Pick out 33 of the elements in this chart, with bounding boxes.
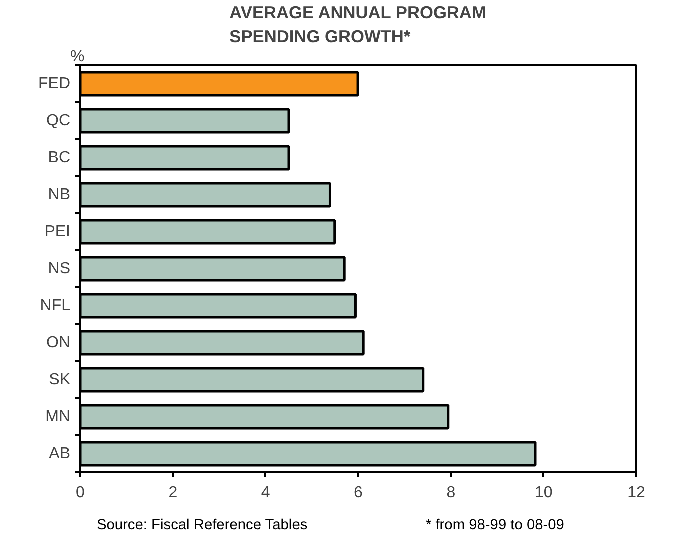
y-tick-label: NS — [48, 260, 71, 278]
y-tick-label: FED — [38, 76, 70, 92]
x-tick-label: 12 — [628, 484, 646, 502]
bar — [80, 145, 290, 171]
x-tick-label: 10 — [534, 484, 553, 502]
y-tick-label: MN — [46, 408, 71, 426]
x-tick-label: 6 — [354, 484, 364, 502]
bar — [80, 71, 360, 97]
bar — [80, 219, 336, 245]
y-tick-label: QC — [46, 112, 70, 130]
y-tick-label: NFL — [40, 298, 71, 314]
bar — [80, 182, 332, 208]
bar — [80, 404, 450, 430]
bar — [80, 293, 357, 319]
y-tick-label: ON — [46, 334, 70, 352]
x-tick-label: 8 — [446, 484, 456, 502]
bar — [80, 330, 365, 356]
text: * from 98-99 to 08-09 — [426, 518, 564, 534]
bar — [80, 367, 425, 393]
x-tick-label: 0 — [76, 484, 86, 502]
chart-title: AVERAGE ANNUAL PROGRAM SPENDING GROWTH* — [230, 2, 486, 46]
x-tick-label: 4 — [261, 484, 270, 502]
y-axis-title: % — [70, 48, 85, 66]
bar — [80, 256, 346, 282]
bar — [80, 108, 290, 134]
x-tick-label: 2 — [168, 484, 178, 502]
y-tick-label: PEI — [44, 224, 71, 240]
y-tick-label: SK — [49, 372, 71, 388]
source-note: Source: Fiscal Reference Tables — [96, 518, 308, 534]
bar — [80, 441, 537, 467]
y-tick-label: BC — [48, 150, 71, 166]
y-tick-label: AB — [49, 446, 70, 462]
y-tick-label: NB — [48, 186, 71, 204]
